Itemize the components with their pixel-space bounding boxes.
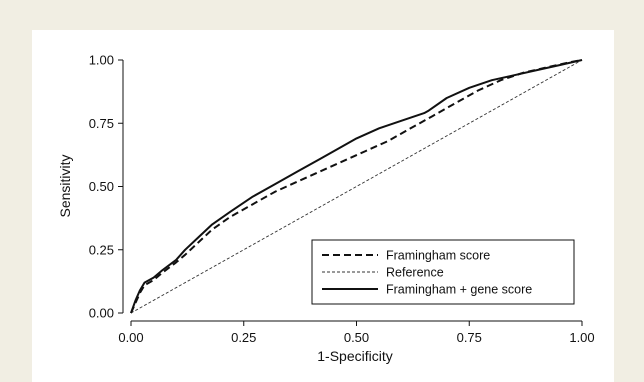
- plot-lines: [130, 59, 583, 314]
- y-tick-label: 0.25: [89, 242, 114, 257]
- x-tick-label: 0.75: [457, 330, 482, 345]
- x-tick-label: 0.50: [344, 330, 369, 345]
- x-tick-label: 0.25: [231, 330, 256, 345]
- y-tick-label: 1.00: [89, 53, 114, 68]
- y-tick-label: 0.00: [89, 306, 114, 321]
- legend-box: [311, 239, 575, 305]
- series-line-solid: [130, 59, 583, 314]
- legend-label: Framingham + gene score: [386, 283, 532, 297]
- tick-labels: 0.00 0.25 0.50 0.75 1.00 0.00 0.25 0.50 0.75 1.00: [89, 53, 595, 346]
- x-tick-label: 1.00: [569, 330, 594, 345]
- legend: Framingham score Reference Framingham + ge…: [311, 239, 575, 305]
- legend-label: Framingham score: [386, 249, 490, 263]
- series-line-dotted: [130, 59, 583, 314]
- chart-panel: [32, 30, 614, 382]
- series-line-dashed: [130, 59, 583, 314]
- legend-label: Reference: [386, 266, 444, 280]
- x-tick-label: 0.00: [118, 330, 143, 345]
- y-axis-title: Sensitivity: [57, 154, 73, 217]
- y-tick-label: 0.50: [89, 179, 114, 194]
- y-tick-label: 0.75: [89, 116, 114, 131]
- x-axis-title: 1-Specificity: [317, 348, 392, 364]
- axes: [118, 59, 583, 326]
